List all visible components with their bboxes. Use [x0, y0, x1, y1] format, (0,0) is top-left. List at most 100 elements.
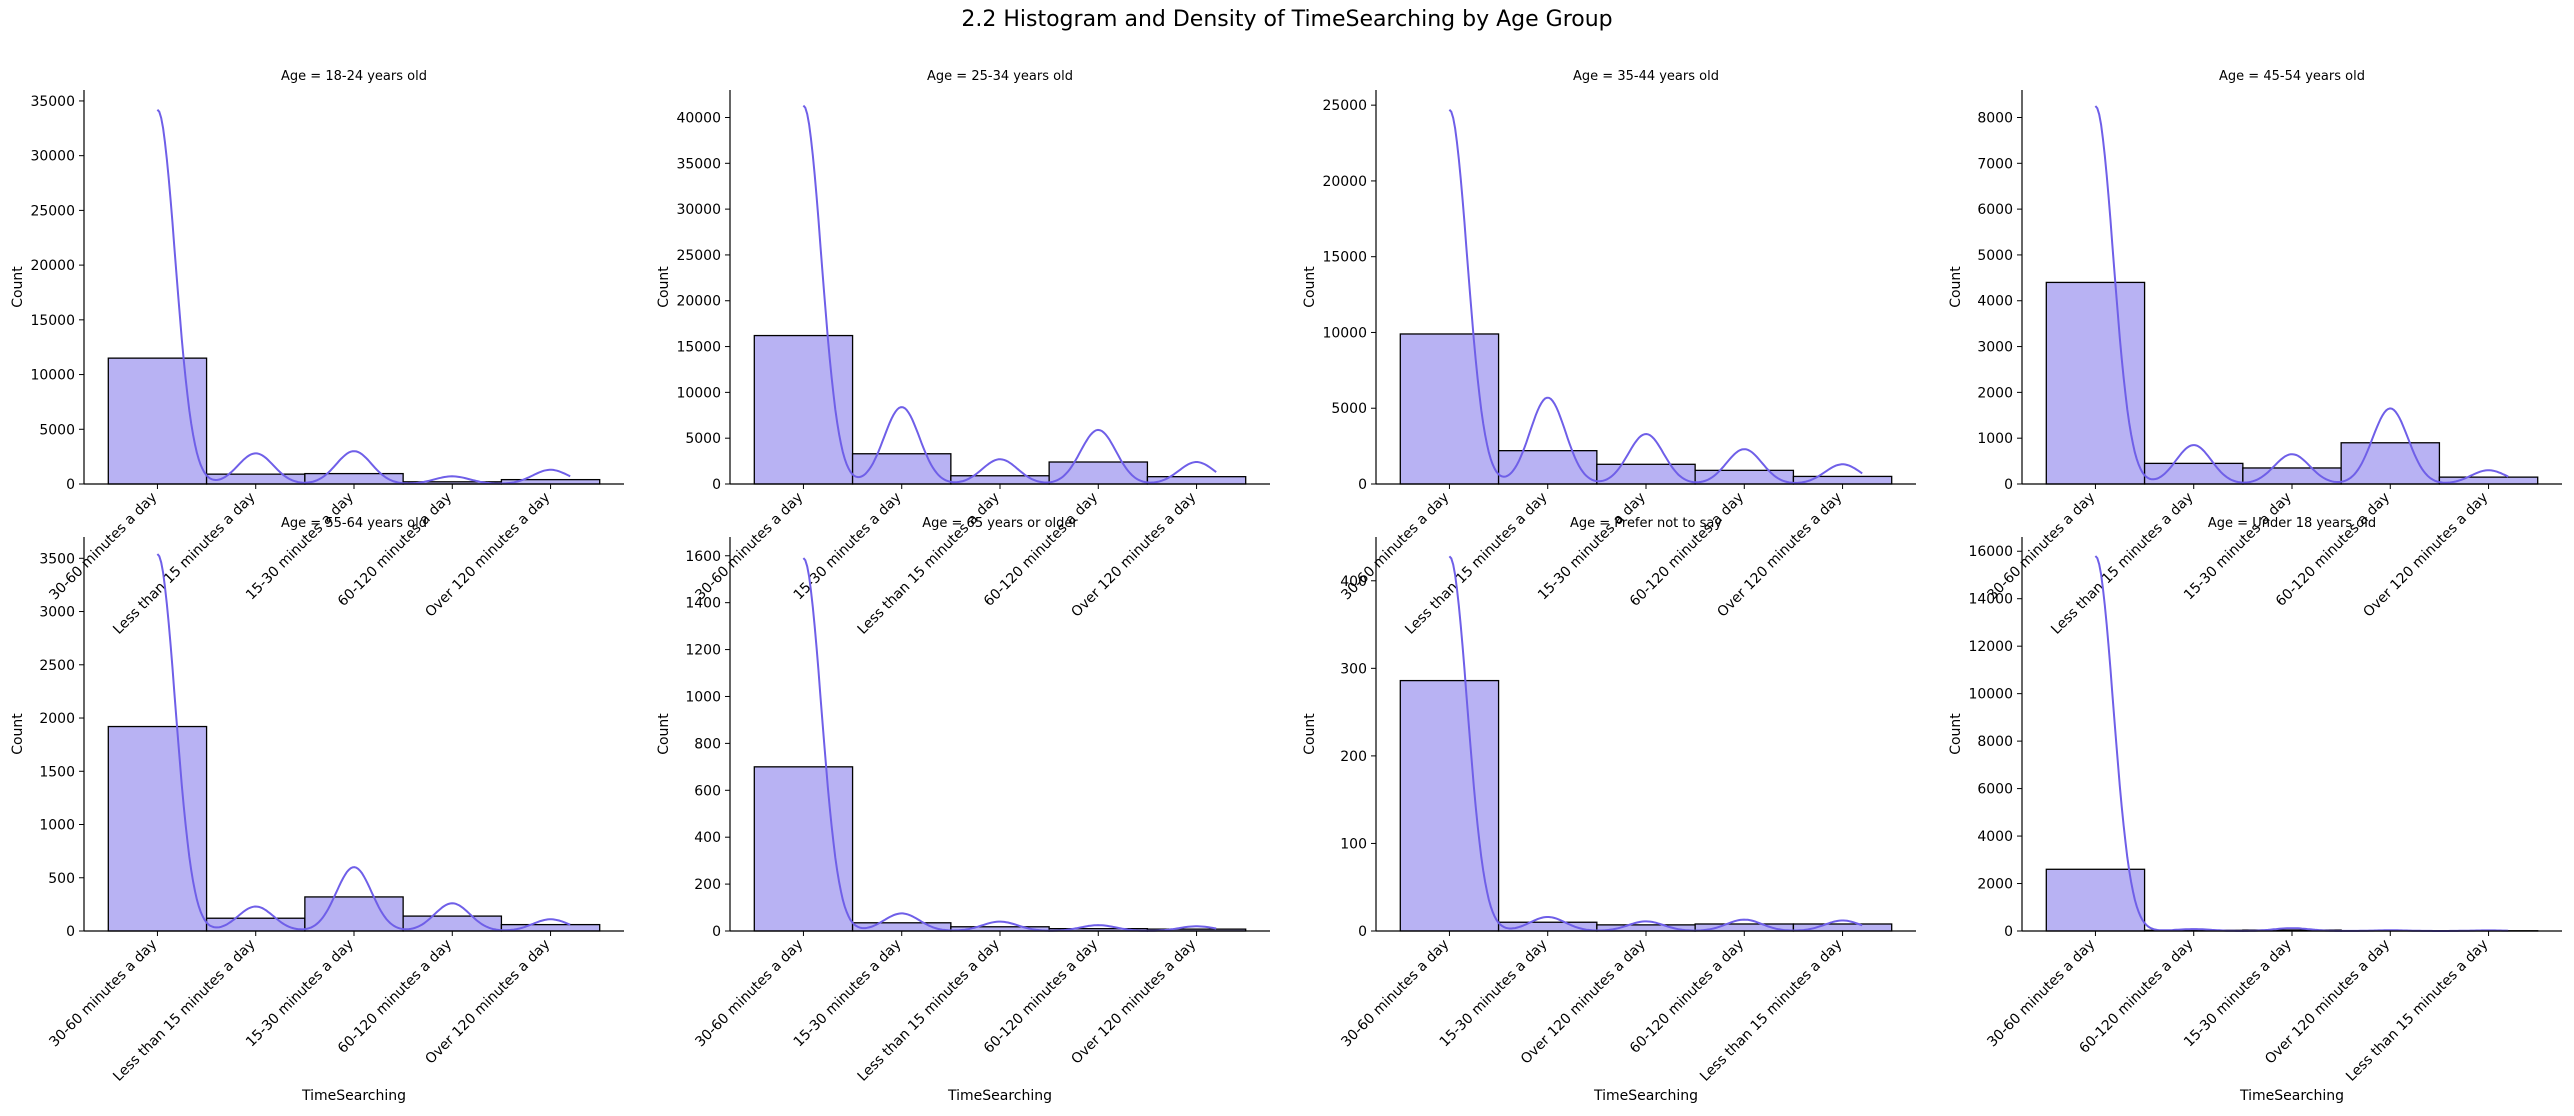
y-tick-label: 5000 [685, 431, 721, 447]
density-curve [802, 104, 1217, 484]
y-tick-label: 100 [1340, 836, 1367, 852]
histogram-bar [107, 725, 208, 932]
x-tick-label: 15-30 minutes a day [2181, 937, 2295, 1051]
y-tick-label: 1500 [39, 764, 75, 780]
histogram-bar [1399, 679, 1500, 932]
y-tick-label: 25000 [676, 248, 721, 264]
y-tick-label: 20000 [1322, 174, 1367, 190]
density-curve [2094, 105, 2509, 484]
density-curve [2094, 555, 2509, 932]
x-tick-label: 30-60 minutes a day [692, 490, 806, 604]
histogram-bar [402, 915, 503, 932]
y-tick-label: 25000 [1322, 98, 1367, 114]
x-tick-label: 30-60 minutes a day [1338, 937, 1452, 1051]
y-tick-label: 400 [1340, 574, 1367, 590]
y-tick-label: 300 [1340, 661, 1367, 677]
y-tick-label: 1000 [1977, 431, 2013, 447]
y-tick-label: 2000 [1977, 385, 2013, 401]
histogram-bar [304, 896, 404, 932]
x-tick-label: 60-120 minutes a day [1627, 490, 1747, 610]
y-axis-label: Count [1948, 266, 1964, 308]
y-tick-label: 400 [694, 830, 721, 846]
y-tick-label: 20000 [30, 258, 75, 274]
y-tick-label: 10000 [676, 385, 721, 401]
y-tick-label: 30000 [676, 202, 721, 218]
chart-panel-6: 0 200 400 600 800 1000 1200 1400 1600 Count 30-60 … [656, 537, 1270, 1104]
panel-title: Age = Under 18 years old [2208, 516, 2376, 531]
y-tick-label: 5000 [1977, 248, 2013, 264]
x-tick-label: 60-120 minutes a day [981, 937, 1101, 1057]
x-tick-label: 15-30 minutes a day [243, 937, 357, 1051]
x-tick-label: 60-120 minutes a day [335, 937, 455, 1057]
chart-panel-8: 0 2000 4000 6000 8000 10000 12000 14000 16000 Cou… [1948, 537, 2562, 1104]
y-tick-label: 10000 [30, 368, 75, 384]
histogram-bar [205, 917, 306, 932]
y-tick-label: 16000 [1968, 544, 2013, 560]
panel-title: Age = 55-64 years old [281, 516, 427, 531]
y-tick-label: 4000 [1977, 829, 2013, 845]
x-tick-label: 60-120 minutes a day [981, 490, 1101, 610]
y-tick-label: 0 [66, 924, 75, 940]
panel-title: Age = 25-34 years old [927, 69, 1073, 84]
histogram-bar [2340, 442, 2441, 485]
y-tick-label: 15000 [676, 340, 721, 356]
chart-panel-4: Age = 45-54 years old 0 1000 2000 3000 4000 50… [1948, 69, 2562, 638]
x-tick-label: 15-30 minutes a day [791, 490, 905, 604]
y-tick-label: 2500 [39, 658, 75, 674]
density-curve [156, 553, 571, 932]
y-tick-label: 0 [66, 477, 75, 493]
y-axis-label: Count [10, 266, 26, 308]
y-tick-label: 8000 [1977, 734, 2013, 750]
x-tick-label: 30-60 minutes a day [692, 937, 806, 1051]
histogram-bar [1694, 469, 1795, 485]
facet-panels: Age = 18-24 years old0500010000150002000… [10, 69, 2562, 1104]
histogram-bar [851, 453, 952, 485]
y-tick-label: 20000 [676, 294, 721, 310]
y-tick-label: 1600 [685, 549, 721, 565]
x-tick-label: 30-60 minutes a day [46, 490, 160, 604]
density-curve [1448, 109, 1863, 484]
y-tick-label: 3500 [39, 551, 75, 567]
x-tick-label: 15-30 minutes a day [791, 937, 905, 1051]
y-tick-label: 4000 [1977, 294, 2013, 310]
histogram-bar [1596, 463, 1696, 485]
y-tick-label: 2000 [1977, 877, 2013, 893]
histogram-bar [1399, 333, 1500, 485]
histogram-bar [2242, 467, 2342, 485]
histogram-bar [753, 334, 854, 485]
y-tick-label: 5000 [39, 422, 75, 438]
x-tick-label: 60-120 minutes a day [1627, 937, 1747, 1057]
x-axis-label: TimeSearching [2239, 1088, 2344, 1104]
panel-title: Age = 45-54 years old [2219, 69, 2365, 84]
y-axis-label: Count [656, 266, 672, 308]
x-tick-label: 60-120 minutes a day [2273, 490, 2393, 610]
histogram-bar [1497, 450, 1598, 485]
panel-title: Age = 65 years or older [922, 516, 1078, 531]
y-tick-label: 0 [2004, 477, 2013, 493]
histogram-bar [1048, 461, 1149, 485]
y-tick-label: 30000 [30, 149, 75, 165]
y-tick-label: 15000 [30, 313, 75, 329]
x-tick-label: 15-30 minutes a day [2181, 490, 2295, 604]
y-tick-label: 7000 [1977, 156, 2013, 172]
figure-suptitle: 2.2 Histogram and Density of TimeSearchi… [961, 7, 1612, 32]
y-tick-label: 3000 [39, 605, 75, 621]
y-tick-label: 10000 [1968, 687, 2013, 703]
y-tick-label: 1000 [685, 689, 721, 705]
x-axis-label: TimeSearching [1593, 1088, 1698, 1104]
y-tick-label: 0 [2004, 924, 2013, 940]
y-tick-label: 5000 [1331, 401, 1367, 417]
histogram-bar [2143, 462, 2244, 485]
x-axis-label: TimeSearching [947, 1088, 1052, 1104]
panel-title: Age = 18-24 years old [281, 69, 427, 84]
y-tick-label: 1400 [685, 596, 721, 612]
y-axis-label: Count [1302, 266, 1318, 308]
y-tick-label: 200 [694, 877, 721, 893]
y-tick-label: 3000 [1977, 340, 2013, 356]
y-tick-label: 40000 [676, 110, 721, 126]
y-tick-label: 25000 [30, 203, 75, 219]
y-tick-label: 0 [712, 924, 721, 940]
density-curve [156, 109, 571, 485]
y-axis-label: Count [656, 713, 672, 755]
